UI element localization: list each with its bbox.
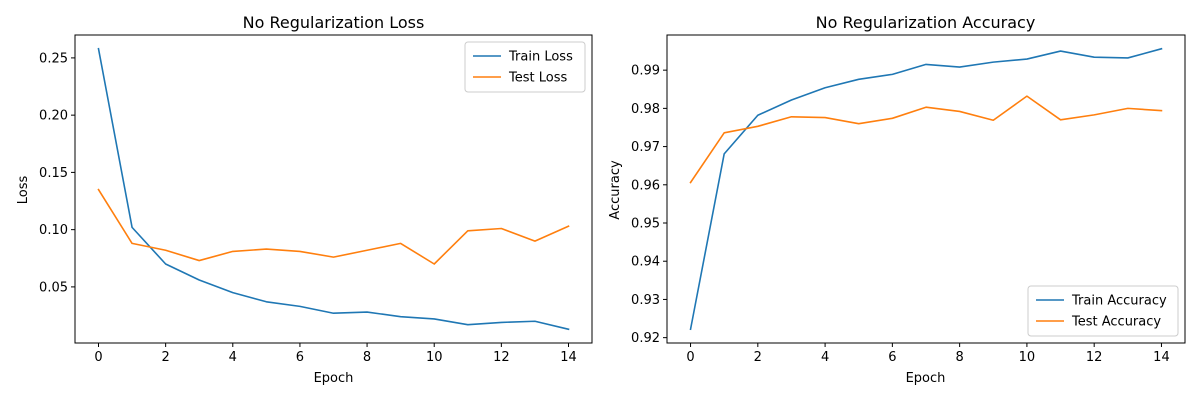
loss-chart-ytick-label: 0.25 (39, 51, 68, 66)
accuracy-chart-series-train-accuracy (689, 47, 1163, 331)
accuracy-chart-ytick-label: 0.97 (631, 140, 660, 155)
accuracy-chart-ylabel: Accuracy (608, 160, 623, 220)
accuracy-chart-ytick-label: 0.99 (631, 64, 660, 79)
accuracy-chart-ytick-label: 0.92 (631, 331, 660, 346)
accuracy-chart-axes-frame (666, 34, 1186, 344)
accuracy-chart-ytick-label: 0.93 (631, 293, 660, 308)
loss-chart-xtick-label: 12 (493, 350, 510, 365)
loss-chart-xlabel: Epoch (314, 371, 354, 386)
accuracy-chart-xtick-label: 10 (1019, 350, 1036, 365)
loss-chart-legend-label: Train Loss (508, 50, 573, 65)
accuracy-chart-legend-box (1027, 285, 1179, 337)
loss-chart-xtick-label: 6 (296, 350, 304, 365)
loss-chart-ytick-label: 0.10 (39, 223, 68, 238)
loss-chart-ytick-label: 0.05 (39, 280, 68, 295)
loss-chart-axes-frame (74, 34, 593, 344)
loss-chart-title: No Regularization Loss (243, 13, 425, 32)
loss-chart-series-test-loss (97, 188, 570, 265)
accuracy-chart-xtick-label: 4 (821, 350, 829, 365)
accuracy-chart-xtick-label: 14 (1153, 350, 1170, 365)
accuracy-chart-ytick-label: 0.94 (631, 255, 660, 270)
accuracy-chart-xlabel: Epoch (906, 371, 946, 386)
loss-chart-legend-label: Test Loss (508, 71, 567, 86)
loss-chart-legend-box (464, 41, 586, 93)
accuracy-chart-xtick-label: 8 (955, 350, 963, 365)
loss-chart-ylabel: Loss (16, 176, 31, 205)
loss-chart-xtick-label: 2 (162, 350, 170, 365)
accuracy-chart-ytick-label: 0.96 (631, 178, 660, 193)
loss-chart-ytick-label: 0.20 (39, 109, 68, 124)
loss-chart-series-train-loss (97, 47, 570, 331)
accuracy-chart-series-test-accuracy (689, 95, 1163, 184)
accuracy-chart-ytick-label: 0.95 (631, 217, 660, 232)
loss-chart-xtick-label: 4 (229, 350, 237, 365)
accuracy-chart-xtick-label: 0 (686, 350, 694, 365)
accuracy-chart-xtick-label: 2 (754, 350, 762, 365)
loss-chart-xtick-label: 14 (560, 350, 577, 365)
accuracy-chart: No Regularization Accuracy Epoch Accurac… (608, 13, 1186, 386)
loss-chart-ytick-label: 0.15 (39, 166, 68, 181)
accuracy-chart-legend: Train Accuracy Test Accuracy (1027, 285, 1179, 337)
loss-chart: No Regularization Loss Epoch Loss 0 2 4 6 8 1… (16, 13, 593, 386)
accuracy-chart-ytick-label: 0.98 (631, 102, 660, 117)
accuracy-chart-legend-label: Test Accuracy (1071, 315, 1161, 330)
accuracy-chart-xtick-label: 12 (1086, 350, 1103, 365)
accuracy-chart-legend-label: Train Accuracy (1071, 294, 1167, 309)
accuracy-chart-xtick-label: 6 (888, 350, 896, 365)
loss-chart-legend: Train Loss Test Loss (464, 41, 586, 93)
loss-chart-xtick-label: 10 (426, 350, 443, 365)
loss-chart-xtick-label: 0 (94, 350, 102, 365)
accuracy-chart-title: No Regularization Accuracy (816, 13, 1036, 32)
loss-chart-xtick-label: 8 (363, 350, 371, 365)
